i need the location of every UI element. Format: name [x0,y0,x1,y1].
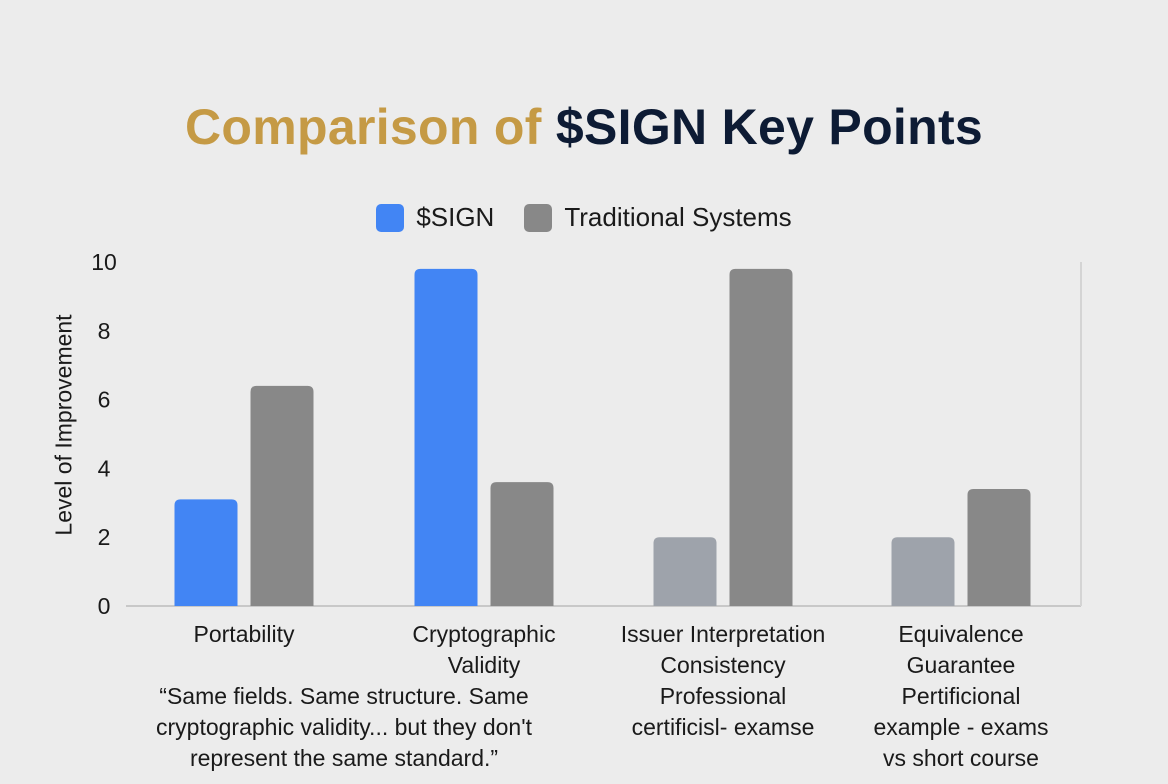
x-tick-label-line: vs short course [883,745,1039,771]
legend-swatch-traditional [524,203,553,232]
bar-sign [174,499,238,606]
annotation-line: cryptographic validity... but they don't [156,714,532,740]
annotation-line: “Same fields. Same structure. Same [159,683,529,709]
y-tick-label: 6 [98,387,111,413]
bar-sign [891,537,955,606]
x-tick-label: Issuer Interpretation Consistency Professi… [621,619,826,743]
bar-sign [653,537,717,606]
legend-item-sign: $SIGN [376,202,494,233]
chart-title-part1: Comparison of [184,99,542,155]
bar-traditional [250,385,314,606]
x-tick-label-line: certificisl- examse [631,714,815,740]
legend-label-traditional: Traditional Systems [564,202,792,232]
bar-traditional [729,268,793,606]
bar-sign [414,268,478,606]
y-tick-label: 2 [98,524,111,550]
y-tick-label: 4 [98,455,111,481]
x-tick-label: Equivalence Guarantee Pertificional example… [873,619,1048,774]
y-tick-label: 10 [91,249,117,275]
x-tick-label-line: Consistency [660,652,786,678]
annotation-line: represent the same standard.” [189,745,499,771]
y-tick-label: 0 [98,593,111,619]
x-tick-label-line: Professional [659,683,787,709]
x-tick-label-line: Pertificional [901,683,1021,709]
x-tick-label: Cryptographic Validity [412,619,555,681]
x-tick-label-line: example - exams [873,714,1049,740]
legend-swatch-sign [376,203,405,232]
x-tick-label-line: Equivalence [898,621,1024,647]
x-tick-label-line: Validity [447,652,521,678]
x-tick-label-line: Cryptographic [412,621,556,647]
chart-legend: $SIGN Traditional Systems [0,202,1168,233]
x-tick-label-line: Guarantee [906,652,1016,678]
x-tick-label-line: Portability [193,621,295,647]
chart-annotation: “Same fields. Same structure. Same crypto… [156,681,532,774]
x-tick-label-line: Issuer Interpretation [620,621,826,647]
legend-label-sign: $SIGN [416,202,495,232]
y-tick-label: 8 [98,318,111,344]
chart-title: Comparison of $SIGN Key Points [0,98,1168,156]
bar-traditional [490,482,554,606]
x-tick-label: Portability [194,619,295,650]
bar-traditional [967,489,1031,606]
legend-item-traditional: Traditional Systems [524,202,792,233]
chart-title-part2: $SIGN Key Points [555,99,984,155]
